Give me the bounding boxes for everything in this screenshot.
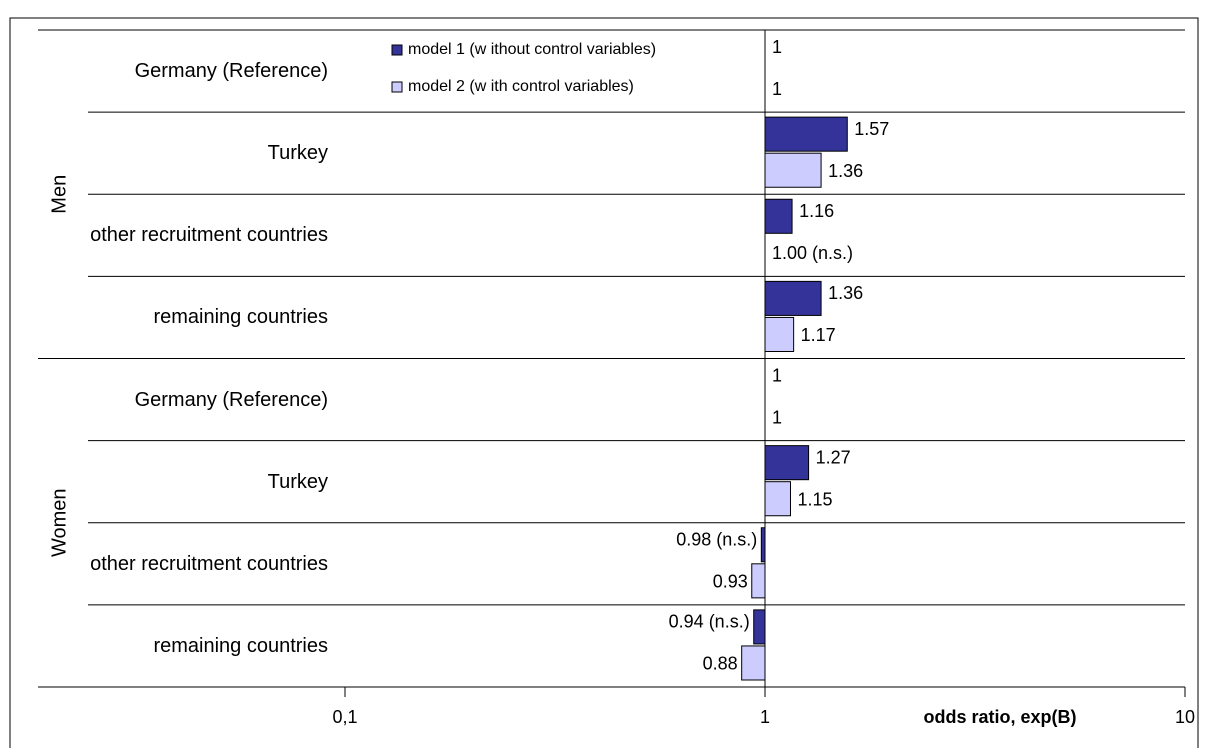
bar	[760, 527, 766, 563]
value-label: 0.93	[713, 572, 748, 592]
value-label: 1.57	[854, 119, 889, 139]
category-label: Germany (Reference)	[134, 60, 328, 83]
legend-swatch	[391, 44, 403, 56]
x-tick-label: 0,1	[332, 707, 357, 727]
category-label: other recruitment countries	[90, 224, 328, 247]
value-label: 1.36	[828, 161, 863, 181]
chart-frame	[9, 17, 1199, 748]
x-tick-label: 1	[760, 707, 770, 727]
value-label: 1	[772, 79, 782, 99]
bar	[764, 481, 791, 517]
category-label: remaining countries	[153, 634, 328, 657]
bar	[764, 152, 822, 188]
value-label: 0.88	[703, 654, 738, 674]
bar	[764, 280, 822, 316]
legend-label: model 2 (w ith control variables)	[408, 78, 634, 95]
bar	[764, 198, 793, 234]
x-tick-label: 10	[1175, 707, 1195, 727]
category-label: Turkey	[267, 470, 328, 493]
value-label: 0.98 (n.s.)	[676, 530, 757, 550]
bar	[751, 563, 766, 599]
bar	[764, 445, 810, 481]
value-label: 1.15	[797, 489, 832, 509]
group-label: Men	[48, 175, 70, 214]
bar	[753, 609, 766, 645]
x-axis-label: odds ratio, exp(B)	[923, 707, 1076, 727]
value-label: 1.16	[799, 201, 834, 221]
value-label: 1.00 (n.s.)	[772, 243, 853, 263]
value-label: 1	[772, 365, 782, 385]
category-label: Turkey	[267, 142, 328, 165]
value-label: 1	[772, 37, 782, 57]
category-label: Germany (Reference)	[134, 388, 328, 411]
value-label: 1.27	[816, 447, 851, 467]
bar	[764, 116, 848, 152]
group-label: Women	[48, 488, 70, 557]
legend-swatch	[391, 81, 403, 93]
bar	[741, 645, 766, 681]
value-label: 1.17	[801, 325, 836, 345]
legend-label: model 1 (w ithout control variables)	[408, 41, 656, 58]
value-label: 1	[772, 407, 782, 427]
bar	[764, 316, 795, 352]
category-label: other recruitment countries	[90, 552, 328, 575]
value-label: 1.36	[828, 283, 863, 303]
value-label: 0.94 (n.s.)	[669, 612, 750, 632]
category-label: remaining countries	[153, 306, 328, 329]
